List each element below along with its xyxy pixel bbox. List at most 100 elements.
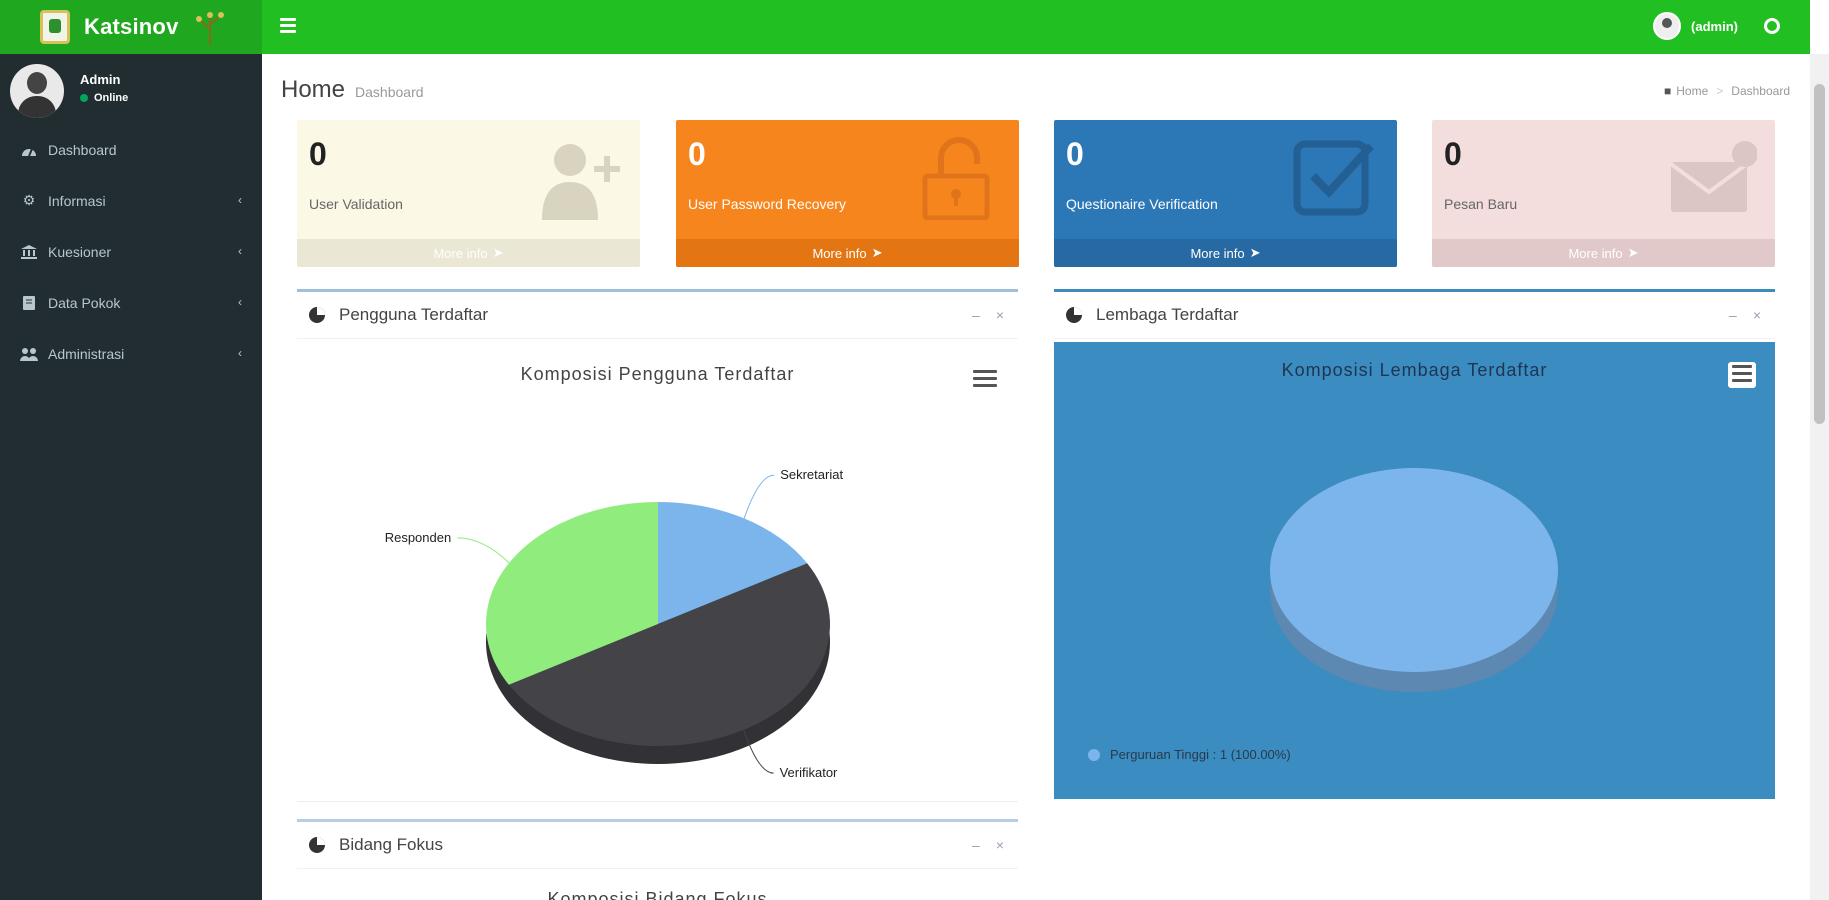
user-status-label: Online [94, 92, 129, 104]
page-scrollbar[interactable] [1810, 54, 1829, 900]
chart-legend[interactable]: Perguruan Tinggi : 1 (100.00%) [1088, 747, 1291, 762]
sidebar-item-informasi[interactable]: ⚙ Informasi ‹ [0, 175, 262, 226]
pie-label: Sekretariat [780, 467, 843, 482]
user-plus-icon [542, 144, 620, 220]
sidebar-item-data-pokok[interactable]: Data Pokok ‹ [0, 277, 262, 328]
pie-label: Verifikator [780, 765, 838, 780]
chart-menu-icon[interactable] [973, 370, 997, 390]
breadcrumb-home[interactable]: Home [1676, 84, 1709, 98]
box-label: User Password Recovery [688, 196, 846, 212]
arrow-circle-right-icon: ➤ [492, 245, 504, 260]
breadcrumb-separator: > [1716, 84, 1724, 98]
legend-label: Perguruan Tinggi : 1 (100.00%) [1110, 747, 1291, 762]
arrow-circle-right-icon: ➤ [1627, 245, 1639, 260]
close-icon[interactable]: × [995, 837, 1004, 853]
panel-tools: – × [972, 837, 1004, 853]
more-info-label: More info [1568, 245, 1623, 261]
sidebar-item-label: Kuesioner [48, 243, 112, 260]
chevron-left-icon: ‹ [238, 346, 242, 360]
pengguna-pie-chart: Sekretariat Verifikator Responden [385, 467, 844, 780]
minimize-icon[interactable]: – [972, 837, 980, 853]
pie-slice-sekretariat[interactable] [658, 502, 808, 624]
chevron-left-icon: ‹ [238, 244, 242, 258]
pie-chart-icon [1066, 307, 1082, 323]
pie-slice-responden[interactable] [486, 502, 658, 685]
panel-header: Pengguna Terdaftar – × [297, 292, 1018, 339]
logo-area[interactable]: Katsinov [0, 0, 262, 54]
panel-title: Pengguna Terdaftar [339, 305, 489, 324]
plant-logo-icon [195, 12, 224, 45]
home-icon: ■ [1664, 84, 1672, 98]
unlock-icon [922, 137, 990, 220]
brand-name: Katsinov [84, 14, 179, 39]
box-label: Questionaire Verification [1066, 196, 1218, 212]
user-panel-name: Admin [80, 72, 121, 87]
more-info-link[interactable]: More info ➤ [297, 239, 640, 267]
pie-slice-verifikator[interactable] [508, 563, 831, 746]
chart-title: Komposisi Lembaga Terdaftar [1281, 360, 1548, 380]
close-icon[interactable]: × [1752, 307, 1761, 323]
bank-icon [20, 244, 38, 260]
chart-title: Komposisi Bidang Fokus [547, 889, 768, 900]
sidebar-toggle-icon[interactable] [280, 18, 296, 34]
pesan-baru-box: 0 Pesan Baru More info ➤ [1432, 120, 1775, 267]
envelope-icon [1669, 141, 1757, 212]
more-info-link[interactable]: More info ➤ [1054, 239, 1397, 267]
chart-title: Komposisi Pengguna Terdaftar [520, 364, 795, 384]
pie-connector [743, 729, 774, 774]
box-value: 0 [1444, 136, 1462, 172]
box-value: 0 [688, 136, 706, 172]
pie-label: Responden [385, 530, 452, 545]
user-name: (admin) [1691, 18, 1738, 34]
close-icon[interactable]: × [995, 307, 1004, 323]
more-info-link[interactable]: More info ➤ [676, 239, 1019, 267]
lembaga-terdaftar-panel: Lembaga Terdaftar – × Komposisi Lembaga … [1054, 289, 1775, 799]
panel-header: Lembaga Terdaftar – × [1054, 292, 1775, 339]
more-info-link[interactable]: More info ➤ [1432, 239, 1775, 267]
sidebar-item-kuesioner[interactable]: Kuesioner ‹ [0, 226, 262, 277]
panel-tools: – × [1729, 307, 1761, 323]
pie-slice-perguruan-tinggi[interactable] [1270, 468, 1558, 672]
user-avatar [10, 64, 64, 118]
arrow-circle-right-icon: ➤ [871, 245, 883, 260]
user-menu[interactable]: (admin) [1653, 12, 1738, 40]
gear-icon: ⚙ [22, 192, 36, 208]
questionaire-verification-box: 0 Questionaire Verification More info ➤ [1054, 120, 1397, 267]
box-value: 0 [309, 136, 327, 172]
check-square-icon [1293, 140, 1374, 216]
sidebar-item-administrasi[interactable]: Administrasi ‹ [0, 328, 262, 379]
breadcrumb-current: Dashboard [1731, 84, 1790, 98]
page-subtitle: Dashboard [355, 84, 424, 100]
breadcrumb: ■ Home > Dashboard [1664, 84, 1790, 98]
chevron-left-icon: ‹ [238, 295, 242, 309]
power-icon[interactable] [1764, 18, 1780, 34]
minimize-icon[interactable]: – [972, 307, 980, 323]
box-value: 0 [1066, 136, 1084, 172]
panel-header: Bidang Fokus – × [297, 822, 1018, 869]
panel-title: Bidang Fokus [339, 835, 443, 854]
sidebar-item-label: Administrasi [48, 345, 125, 362]
sidebar-item-dashboard[interactable]: Dashboard [0, 124, 262, 175]
chevron-left-icon: ‹ [238, 193, 242, 207]
pie-chart-icon [309, 307, 325, 323]
dashboard-icon [20, 142, 38, 158]
page-header: Home Dashboard [281, 76, 424, 104]
box-label: Pesan Baru [1444, 196, 1518, 212]
top-header: Katsinov (admin) [0, 0, 1810, 54]
main-content: Home Dashboard ■ Home > Dashboard 0 User… [262, 54, 1810, 900]
user-validation-box: 0 User Validation More info ➤ [297, 120, 640, 267]
scrollbar-thumb[interactable] [1814, 84, 1825, 424]
panel-tools: – × [972, 307, 1004, 323]
chart-menu-icon[interactable] [1728, 362, 1756, 388]
minimize-icon[interactable]: – [1729, 307, 1737, 323]
avatar [1653, 12, 1682, 40]
arrow-circle-right-icon: ➤ [1249, 245, 1261, 260]
online-dot-icon [80, 94, 88, 102]
legend-swatch [1088, 748, 1100, 761]
lembaga-chart-area: Komposisi Lembaga Terdaftar Perguruan Ti… [1054, 342, 1775, 799]
book-icon [20, 295, 38, 311]
pie-connector [457, 537, 510, 564]
users-icon [20, 346, 38, 362]
bidang-fokus-panel: Bidang Fokus – × Komposisi Bidang Fokus [297, 819, 1018, 900]
sidebar: Admin Online Dashboard ⚙ Informasi ‹ Kue… [0, 54, 262, 900]
